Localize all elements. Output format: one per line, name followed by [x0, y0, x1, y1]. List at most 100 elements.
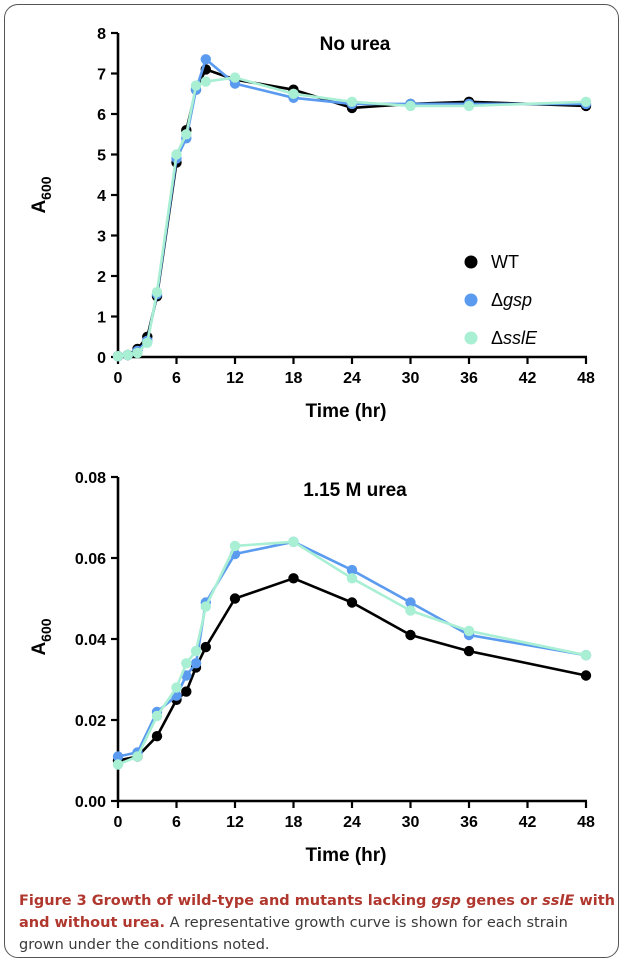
y-tick-label: 1	[97, 310, 106, 327]
data-point	[112, 751, 124, 762]
data-point	[405, 100, 416, 112]
data-point	[580, 670, 592, 681]
data-point	[142, 337, 153, 348]
y-tick-label: 8	[97, 26, 106, 43]
y-axis-label-sub: 600	[38, 618, 54, 642]
y-tick-label: 0.08	[75, 470, 106, 487]
y-axis-label: A600	[29, 618, 54, 655]
legend-label: Δgsp	[491, 290, 532, 310]
x-tick-label: 42	[519, 814, 537, 831]
series-line-ssle	[117, 76, 587, 358]
caption-text: A representative growth curve is shown f…	[19, 915, 568, 953]
x-tick-label: 42	[519, 370, 537, 387]
data-point	[190, 80, 202, 91]
caption-bold-2: genes or	[460, 893, 543, 909]
y-tick-label: 0.04	[75, 632, 106, 649]
x-tick-label: 6	[172, 814, 181, 831]
x-tick-label: 48	[577, 370, 595, 387]
data-point	[200, 76, 211, 87]
y-tick-label: 3	[97, 229, 106, 246]
y-tick-label: 0	[97, 350, 106, 367]
chart-panel-2: 0.00 0.02 0.04 0.06 0.08 0 6 12 18 24 30 36 42 48 1.15…	[29, 470, 595, 866]
data-point	[190, 658, 202, 669]
data-point	[112, 759, 124, 770]
x-tick-label: 30	[402, 814, 420, 831]
data-point	[229, 593, 241, 604]
data-point	[132, 751, 143, 762]
legend-gene: gsp	[503, 290, 532, 310]
data-point	[229, 540, 241, 552]
x-axis-label: Time (hr)	[306, 401, 387, 422]
data-point	[288, 88, 299, 100]
legend-label: ΔsslE	[491, 328, 538, 348]
data-point	[580, 650, 592, 661]
y-tick-label: 0.00	[75, 794, 106, 811]
legend-marker	[464, 331, 478, 345]
data-point	[346, 597, 358, 608]
data-point	[346, 573, 358, 584]
y-axis-label-sub: 600	[38, 176, 54, 200]
legend-delta: Δ	[491, 328, 503, 348]
data-point	[112, 351, 124, 362]
caption-italic-ssle: sslE	[542, 893, 575, 909]
figure-caption: Figure 3 Growth of wild-type and mutants…	[19, 890, 615, 956]
data-point	[151, 731, 163, 742]
y-axis-label-main: A	[29, 200, 50, 214]
data-point	[181, 129, 192, 140]
legend-gene: sslE	[503, 328, 538, 348]
data-point	[181, 686, 192, 697]
data-point	[200, 601, 211, 612]
data-point	[171, 682, 182, 693]
legend-marker	[464, 255, 478, 269]
x-tick-label: 0	[114, 370, 123, 387]
x-tick-label: 48	[577, 814, 595, 831]
x-tick-label: 36	[460, 814, 478, 831]
x-tick-label: 24	[343, 814, 361, 831]
data-point	[580, 96, 592, 108]
data-point	[229, 72, 241, 83]
data-point	[200, 641, 211, 653]
y-tick-label: 6	[97, 107, 106, 124]
x-tick-label: 30	[402, 370, 420, 387]
legend-item: ΔsslE	[464, 328, 538, 348]
legend-marker	[464, 293, 478, 307]
y-tick-label: 2	[97, 269, 106, 286]
data-point	[463, 645, 475, 657]
data-point	[405, 605, 416, 616]
data-point	[151, 287, 163, 298]
legend-delta: Δ	[491, 290, 503, 310]
data-point	[132, 347, 143, 359]
chart-title: No urea	[320, 34, 391, 55]
data-point	[151, 710, 163, 722]
legend-item: WT	[464, 252, 519, 272]
data-point	[171, 149, 182, 160]
x-tick-label: 6	[172, 370, 181, 387]
y-tick-label: 0.06	[75, 551, 106, 568]
x-tick-label: 12	[226, 814, 244, 831]
y-tick-label: 7	[97, 67, 106, 84]
y-tick-label: 5	[97, 148, 106, 165]
data-point	[463, 100, 475, 112]
caption-bold-3: with and without urea.	[19, 893, 615, 931]
data-point	[288, 536, 299, 547]
legend-label: WT	[491, 252, 519, 272]
y-axis-label-main: A	[29, 642, 50, 656]
figure-frame: 0 1 2 3 4 5 6 7 8 0 6 12 18 24 30 36 42 48 No urea Time (hr…	[4, 4, 619, 958]
data-point	[346, 564, 358, 576]
caption-italic-gsp: gsp	[431, 893, 461, 909]
data-point	[190, 645, 202, 657]
caption-bold-1: Figure 3 Growth of wild-type and mutants…	[19, 893, 432, 909]
data-point	[405, 597, 416, 608]
x-tick-label: 18	[285, 370, 303, 387]
x-tick-label: 36	[460, 370, 478, 387]
x-tick-label: 18	[285, 814, 303, 831]
y-tick-label: 4	[97, 188, 106, 205]
x-tick-label: 12	[226, 370, 244, 387]
data-point	[463, 625, 475, 637]
data-point	[200, 54, 211, 65]
data-point	[288, 573, 299, 584]
x-tick-label: 0	[114, 814, 123, 831]
y-axis-label: A600	[29, 176, 54, 213]
